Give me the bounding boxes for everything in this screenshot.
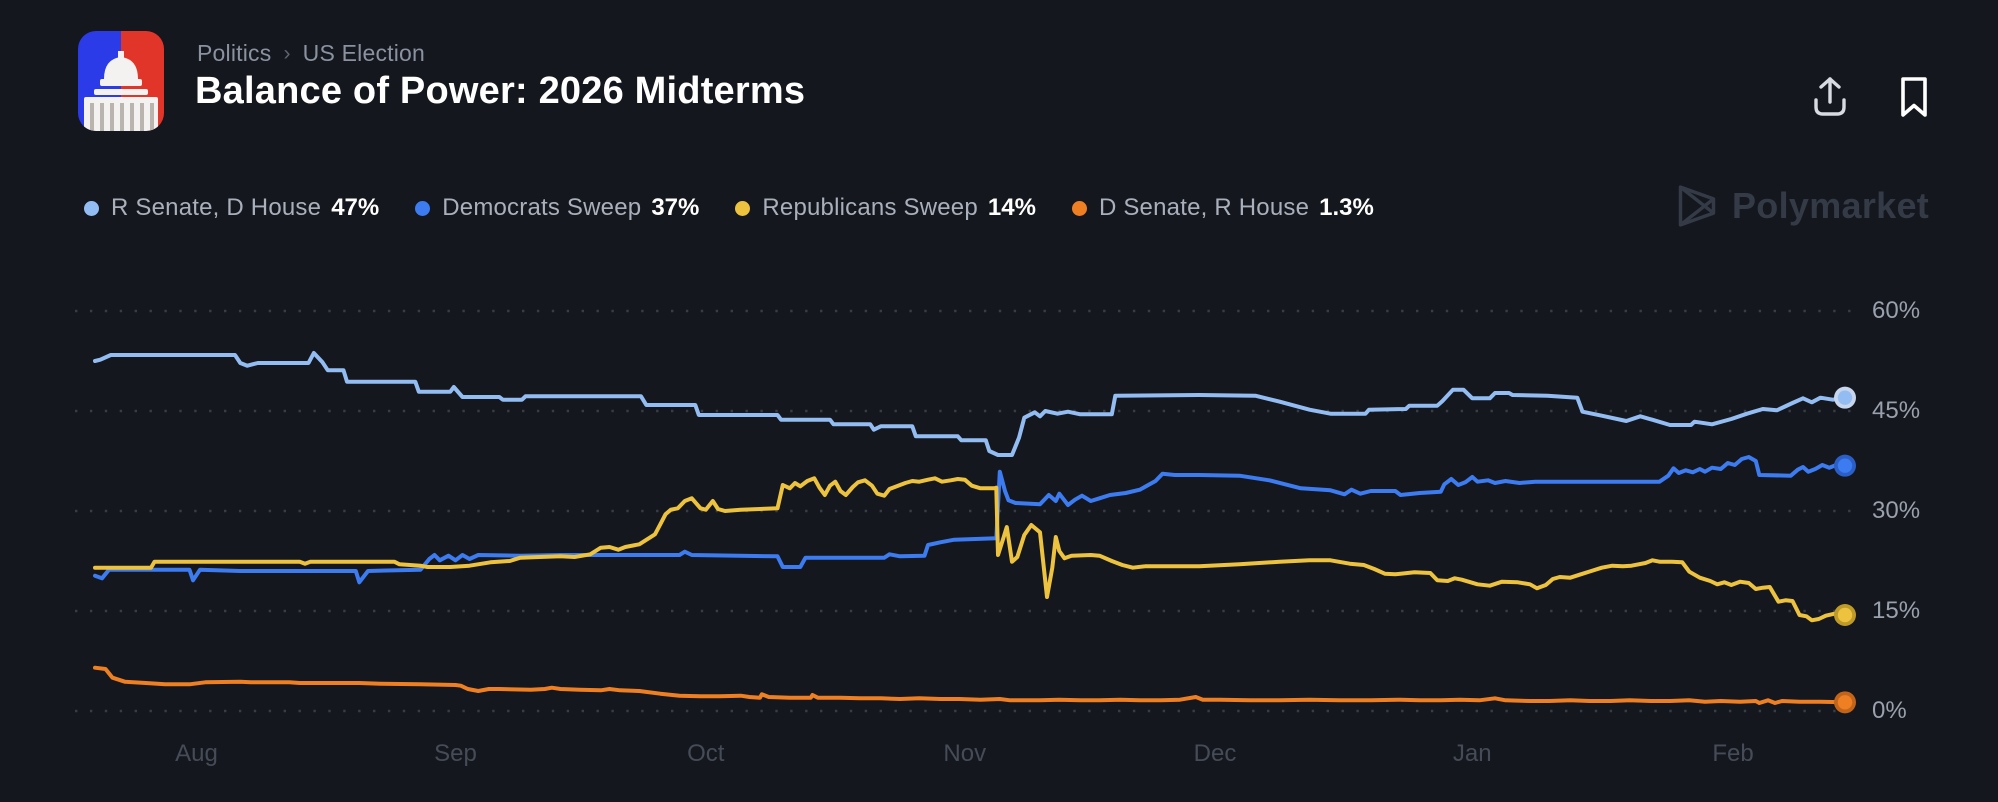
breadcrumb-separator-icon: › xyxy=(283,41,291,65)
y-tick-30%: 30% xyxy=(1872,497,1921,524)
x-tick-Aug: Aug xyxy=(175,740,218,767)
legend-value: 14% xyxy=(987,194,1036,221)
capitol-icon xyxy=(84,51,158,131)
legend-label: Democrats Sweep xyxy=(442,194,642,221)
legend-item-republicans-sweep[interactable]: Republicans Sweep 14% xyxy=(735,194,1036,222)
legend-dot-orange xyxy=(1071,200,1087,216)
legend-value: 37% xyxy=(651,194,700,221)
series-line-1 xyxy=(93,455,1847,585)
y-tick-45%: 45% xyxy=(1872,397,1921,424)
series-line-0 xyxy=(93,351,1847,457)
legend-dot-blue xyxy=(415,200,431,216)
endpoint-dot-2 xyxy=(1837,607,1853,623)
polymarket-watermark: Polymarket xyxy=(1676,184,1929,228)
y-tick-15%: 15% xyxy=(1872,597,1921,624)
series-line-2 xyxy=(93,476,1847,623)
share-button[interactable] xyxy=(1810,74,1850,120)
legend-dot-light-blue xyxy=(84,200,99,216)
breadcrumb-politics[interactable]: Politics xyxy=(197,40,272,66)
y-tick-60%: 60% xyxy=(1872,297,1921,324)
endpoint-dot-1 xyxy=(1837,458,1853,473)
legend-value: 1.3% xyxy=(1319,194,1374,221)
legend-label: R Senate, D House xyxy=(111,194,322,221)
x-tick-Jan: Jan xyxy=(1452,740,1492,767)
legend-item-democrats-sweep[interactable]: Democrats Sweep 37% xyxy=(415,194,699,222)
endpoint-dot-3 xyxy=(1837,695,1853,710)
share-icon xyxy=(1814,77,1846,116)
chart-legend: R Senate, D House 47% Democrats Sweep 37… xyxy=(84,194,1374,222)
polymarket-logo-icon xyxy=(1678,185,1716,227)
bookmark-button[interactable] xyxy=(1894,74,1934,120)
legend-label: D Senate, R House xyxy=(1098,194,1310,221)
legend-dot-yellow xyxy=(735,200,751,216)
page-title: Balance of Power: 2026 Midterms xyxy=(195,70,806,112)
x-tick-Oct: Oct xyxy=(687,740,725,767)
breadcrumb-us-election[interactable]: US Election xyxy=(302,40,426,66)
x-tick-Dec: Dec xyxy=(1193,740,1237,767)
endpoint-dot-0 xyxy=(1837,390,1853,405)
legend-label: Republicans Sweep xyxy=(762,194,978,221)
legend-item-d-senate-r-house[interactable]: D Senate, R House 1.3% xyxy=(1071,194,1374,222)
x-tick-Sep: Sep xyxy=(434,740,477,767)
header-actions xyxy=(1810,74,1934,120)
series-line-3 xyxy=(93,665,1847,705)
bookmark-icon xyxy=(1901,77,1927,117)
y-tick-0%: 0% xyxy=(1872,697,1907,724)
x-tick-Nov: Nov xyxy=(943,740,987,767)
watermark-text: Polymarket xyxy=(1732,185,1930,226)
legend-item-r-senate-d-house[interactable]: R Senate, D House 47% xyxy=(84,194,379,222)
legend-value: 47% xyxy=(331,194,380,221)
breadcrumb: Politics › US Election xyxy=(197,40,425,67)
market-thumbnail xyxy=(78,31,164,131)
x-tick-Feb: Feb xyxy=(1712,740,1754,767)
